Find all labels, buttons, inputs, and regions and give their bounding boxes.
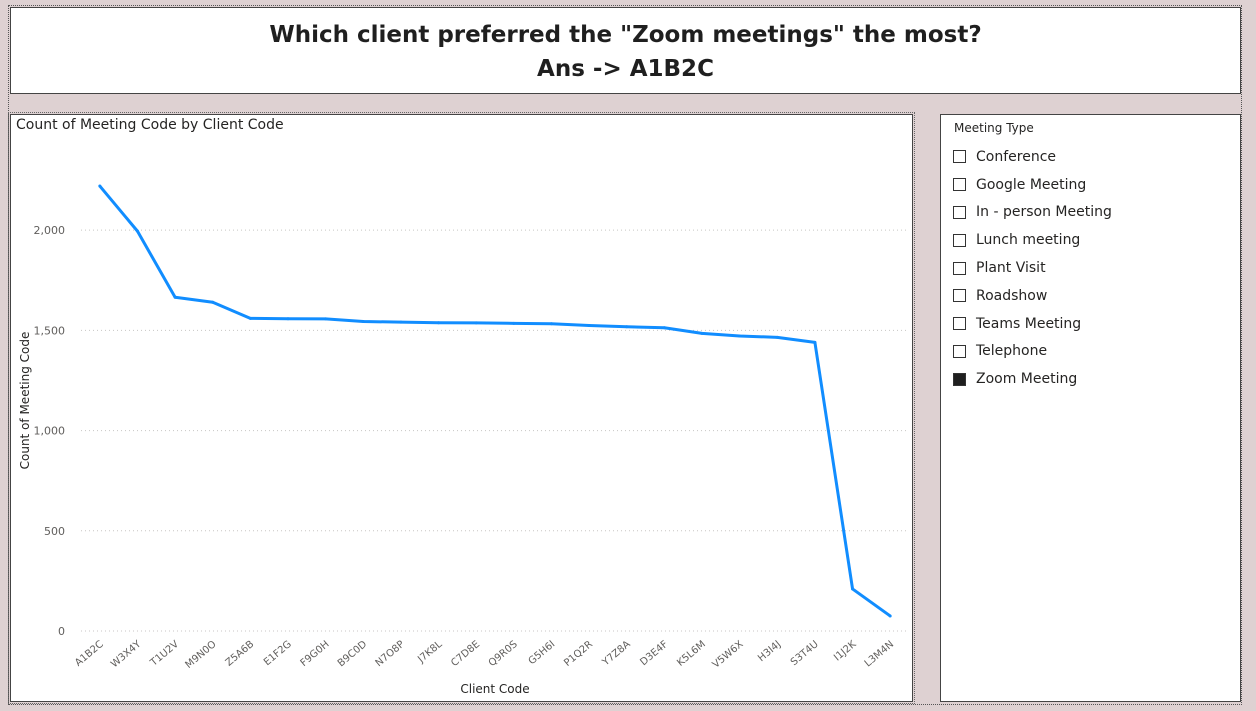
x-tick-label: K5L6M [675, 639, 708, 669]
data-point [248, 316, 252, 320]
data-point [625, 325, 629, 329]
checkbox-icon[interactable] [953, 178, 966, 192]
data-point [135, 229, 139, 233]
chart-title: Count of Meeting Code by Client Code [16, 117, 284, 133]
data-point [549, 322, 553, 326]
checkbox-icon[interactable] [953, 372, 966, 386]
data-point [361, 320, 365, 324]
data-point [738, 334, 742, 338]
slicer-item-label: Lunch meeting [976, 232, 1081, 249]
data-point [587, 324, 591, 328]
checkbox-icon[interactable] [953, 317, 966, 331]
x-tick-label: C7D8E [449, 639, 482, 669]
x-tick-label: J7K8L [415, 639, 444, 666]
data-point [437, 321, 441, 325]
data-point [888, 614, 892, 618]
x-tick-label: W3X4Y [109, 638, 144, 670]
data-point [775, 335, 779, 339]
slicer-item-telephone[interactable]: Telephone [953, 338, 1112, 366]
slicer-item-label: Plant Visit [976, 260, 1046, 277]
x-tick-label: V5W6X [711, 639, 746, 671]
x-tick-label: T1U2V [148, 639, 181, 669]
title-card: Which client preferred the "Zoom meeting… [10, 7, 1241, 94]
slicer-item-conference[interactable]: Conference [953, 143, 1112, 171]
x-axis-title: Client Code [460, 682, 529, 696]
slicer-item-label: Teams Meeting [976, 315, 1082, 332]
x-tick-label: H3I4J [756, 639, 783, 664]
data-point [211, 300, 215, 304]
data-point [399, 320, 403, 324]
data-point [512, 321, 516, 325]
slicer-item-label: Roadshow [976, 287, 1048, 304]
x-tick-label: E1F2G [262, 639, 294, 668]
x-tick-label: A1B2C [73, 639, 106, 669]
x-tick-label: Y7Z8A [600, 639, 633, 669]
checkbox-icon[interactable] [953, 205, 966, 219]
checkbox-icon[interactable] [953, 233, 966, 247]
x-tick-label: I1J2K [832, 639, 859, 664]
y-tick-label: 2,000 [34, 224, 66, 237]
x-tick-label: B9C0D [336, 639, 370, 670]
x-tick-label: S3T4U [789, 639, 821, 668]
slicer-item-label: Conference [976, 148, 1057, 165]
slicer-item-zoom-meeting[interactable]: Zoom Meeting [953, 365, 1112, 393]
data-point [474, 321, 478, 325]
y-tick-label: 1,500 [34, 324, 66, 337]
slicer-item-plant-visit[interactable]: Plant Visit [953, 254, 1112, 282]
x-tick-label: G5H6I [527, 639, 558, 667]
answer-text: Ans -> A1B2C [537, 56, 714, 82]
checkbox-icon[interactable] [953, 344, 966, 358]
series-line [98, 185, 892, 618]
x-tick-label: L3M4N [863, 639, 896, 670]
data-point [324, 317, 328, 321]
slicer-item-google-meeting[interactable]: Google Meeting [953, 171, 1112, 199]
chart-canvas: 0 500 1,000 1,500 2,000 A1B2C W3X4Y T1U2V M9N0O Z… [18, 184, 909, 696]
slicer-list: Conference Google Meeting In - person Me… [953, 143, 1112, 393]
data-point [173, 295, 177, 299]
slicer-item-label: Zoom Meeting [976, 371, 1078, 388]
x-tick-label: N7O8P [374, 639, 407, 669]
data-point [98, 184, 102, 188]
meeting-type-slicer[interactable]: Meeting Type Conference Google Meeting I… [940, 114, 1241, 702]
checkbox-icon[interactable] [953, 150, 966, 164]
slicer-item-label: In - person Meeting [976, 204, 1112, 221]
slicer-item-in-person-meeting[interactable]: In - person Meeting [953, 199, 1112, 227]
data-point [662, 326, 666, 330]
slicer-item-lunch-meeting[interactable]: Lunch meeting [953, 226, 1112, 254]
x-tick-label: P1Q2R [562, 639, 595, 669]
x-tick-label: Z5A6B [224, 639, 257, 669]
slicer-item-roadshow[interactable]: Roadshow [953, 282, 1112, 310]
data-point [851, 587, 855, 591]
question-text: Which client preferred the "Zoom meeting… [269, 22, 982, 48]
x-tick-label: F9G0H [299, 639, 332, 669]
slicer-item-teams-meeting[interactable]: Teams Meeting [953, 310, 1112, 338]
y-tick-label: 1,000 [34, 425, 66, 438]
slicer-header: Meeting Type [954, 121, 1034, 135]
line-chart-visual[interactable]: 0 500 1,000 1,500 2,000 A1B2C W3X4Y T1U2V M9N0O Z… [10, 114, 913, 702]
checkbox-icon[interactable] [953, 261, 966, 275]
data-point [813, 340, 817, 344]
y-axis-title: Count of Meeting Code [18, 332, 32, 470]
checkbox-icon[interactable] [953, 289, 966, 303]
slicer-item-label: Telephone [976, 343, 1048, 360]
data-point [286, 317, 290, 321]
slicer-item-label: Google Meeting [976, 176, 1087, 193]
y-tick-label: 0 [58, 625, 65, 638]
x-tick-label: M9N0O [183, 639, 218, 671]
x-tick-label: D3E4F [638, 639, 670, 668]
data-point [700, 331, 704, 335]
y-tick-label: 500 [44, 525, 65, 538]
x-tick-label: Q9R0S [487, 639, 520, 669]
